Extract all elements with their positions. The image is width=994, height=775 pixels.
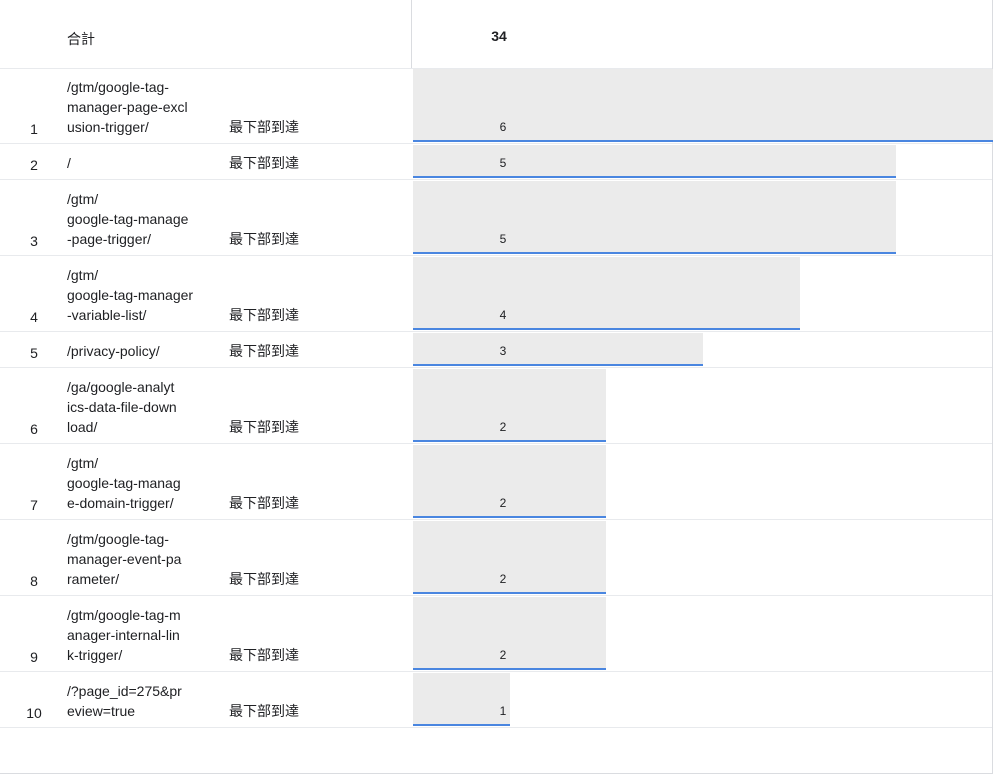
event-count: 1 bbox=[499, 704, 507, 718]
event-count-bar bbox=[413, 257, 800, 330]
table-row[interactable]: 3/gtm/ google-tag-manage -page-trigger/最… bbox=[0, 180, 992, 256]
row-rank: 6 bbox=[30, 421, 38, 437]
page-path: /gtm/google-tag- manager-event-pa ramete… bbox=[67, 531, 182, 587]
event-count: 2 bbox=[499, 420, 507, 434]
event-name: 最下部到達 bbox=[229, 231, 299, 247]
page-path: /gtm/ google-tag-manager -variable-list/ bbox=[67, 267, 194, 323]
row-rank: 10 bbox=[26, 705, 42, 721]
event-count: 4 bbox=[499, 308, 507, 322]
row-rank: 5 bbox=[30, 345, 38, 361]
event-count-bar bbox=[413, 445, 606, 518]
table-row[interactable]: 10 /?page_id=275&pr eview=true 最下部到達 1 bbox=[0, 672, 992, 728]
column-divider bbox=[411, 0, 412, 68]
event-count: 2 bbox=[499, 648, 507, 662]
event-count: 5 bbox=[499, 156, 507, 170]
table-row[interactable]: 7/gtm/ google-tag-manag e-domain-trigger… bbox=[0, 444, 992, 520]
table-row[interactable]: 9/gtm/google-tag-m anager-internal-lin k… bbox=[0, 596, 992, 672]
event-count: 5 bbox=[499, 232, 507, 246]
table-row[interactable]: 4/gtm/ google-tag-manager -variable-list… bbox=[0, 256, 992, 332]
event-name: 最下部到達 bbox=[229, 419, 299, 435]
page-path: /ga/google-analyt ics-data-file-down loa… bbox=[67, 379, 177, 435]
event-count: 6 bbox=[499, 120, 507, 134]
event-count-bar bbox=[413, 369, 606, 442]
table-row[interactable]: 6/ga/google-analyt ics-data-file-down lo… bbox=[0, 368, 992, 444]
event-count-bar bbox=[413, 145, 896, 178]
page-path: / bbox=[67, 155, 71, 171]
row-rank: 8 bbox=[30, 573, 38, 589]
row-rank: 3 bbox=[30, 233, 38, 249]
event-count: 2 bbox=[499, 496, 507, 510]
page-path: /?page_id=275&pr eview=true bbox=[67, 683, 182, 719]
total-value: 34 bbox=[491, 28, 507, 44]
event-count-bar bbox=[413, 673, 510, 726]
event-name: 最下部到達 bbox=[229, 571, 299, 587]
total-row: 合計 34 bbox=[0, 0, 992, 69]
event-count-bar bbox=[413, 69, 993, 142]
table-row[interactable]: 2 / 最下部到達 5 bbox=[0, 144, 992, 180]
page-path: /gtm/google-tag-m anager-internal-lin k-… bbox=[67, 607, 181, 663]
row-rank: 7 bbox=[30, 497, 38, 513]
event-count-bar bbox=[413, 181, 896, 254]
table-row[interactable]: 8/gtm/google-tag- manager-event-pa ramet… bbox=[0, 520, 992, 596]
event-name: 最下部到達 bbox=[229, 703, 299, 719]
event-count: 2 bbox=[499, 572, 507, 586]
total-label: 合計 bbox=[67, 31, 95, 47]
page-path: /gtm/ google-tag-manage -page-trigger/ bbox=[67, 191, 189, 247]
table-row[interactable]: 5/privacy-policy/最下部到達 3 bbox=[0, 332, 992, 368]
page-path: /privacy-policy/ bbox=[67, 343, 160, 359]
event-count-bar bbox=[413, 521, 606, 594]
event-name: 最下部到達 bbox=[229, 495, 299, 511]
event-name: 最下部到達 bbox=[229, 119, 299, 135]
row-rank: 9 bbox=[30, 649, 38, 665]
row-rank: 1 bbox=[30, 121, 38, 137]
event-name: 最下部到達 bbox=[229, 307, 299, 323]
row-rank: 2 bbox=[30, 157, 38, 173]
page-path: /gtm/ google-tag-manag e-domain-trigger/ bbox=[67, 455, 181, 511]
event-count-bar bbox=[413, 597, 606, 670]
event-name: 最下部到達 bbox=[229, 155, 299, 171]
event-name: 最下部到達 bbox=[229, 647, 299, 663]
event-count: 3 bbox=[499, 344, 507, 358]
page-path: /gtm/google-tag- manager-page-excl usion… bbox=[67, 79, 188, 135]
table-row[interactable]: 1/gtm/google-tag- manager-page-excl usio… bbox=[0, 68, 993, 144]
event-name: 最下部到達 bbox=[229, 343, 299, 359]
event-count-bar bbox=[413, 333, 703, 366]
row-rank: 4 bbox=[30, 309, 38, 325]
